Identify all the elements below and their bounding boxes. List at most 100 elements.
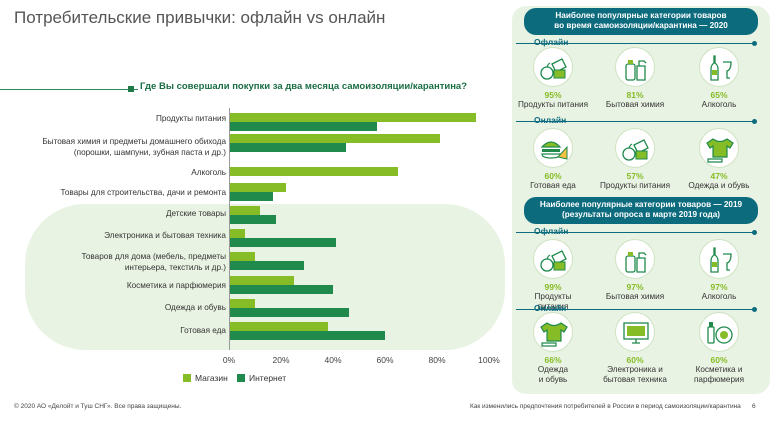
page-title: Потребительские привычки: офлайн vs онла… [14,8,386,27]
section-divider-dot [752,230,757,235]
legend-label-store: Магазин [195,373,228,383]
category-label: Бытовая химия и предметы домашнего обихо… [42,136,226,158]
bar-store [229,322,328,331]
panel-header-2020-line2: во время самоизоляции/карантина — 2020 [554,21,728,30]
category-label: Алкоголь [191,167,226,178]
category-percent: 95% [544,90,562,100]
bar-store [229,229,245,238]
bar-store [229,167,398,176]
category-percent: 60% [710,355,728,365]
wine-icon [699,47,739,87]
category-name: и обувь [538,375,568,384]
category-name: Косметика и [695,365,743,374]
category-percent: 99% [544,282,562,292]
category-percent: 60% [626,355,644,365]
bar-store [229,252,255,261]
panel-header-2019-line2: (результаты опроса в марте 2019 года) [562,210,720,219]
category-name: Бытовая химия [605,100,665,109]
section-divider-dot [752,307,757,312]
category-label: Детские товары [166,208,226,219]
category-name: Алкоголь [701,292,737,301]
legend-swatch-store [183,374,191,382]
section-divider [516,121,754,122]
category-name: Готовая еда [530,181,576,190]
category-label-line: Детские товары [165,208,226,218]
bar-online [229,143,346,152]
bar-online [229,238,336,247]
clothes-icon [533,312,573,352]
category-label-line: Одежда и обувь [164,302,226,312]
category-name: Продукты [534,292,572,301]
question-marker [128,86,134,92]
bar-online [229,285,333,294]
category-label-line: Товаров для дома (мебель, предметы [81,252,226,261]
bar-store [229,183,287,192]
bar-online [229,331,385,340]
category-label-line: Алкоголь [191,167,226,177]
category-label-line: Товары для строительства, дачи и ремонта [60,187,226,197]
groceries-icon [533,239,573,279]
category-percent: 81% [626,90,644,100]
category-name: Одежда [537,365,569,374]
section-label: Онлайн [534,303,567,313]
y-axis-line [229,108,230,350]
category-name: Продукты питания [517,100,588,109]
panel-header-2019-line1: Наиболее популярные категории товаров — … [539,200,743,209]
category-label: Косметика и парфюмерия [127,280,226,291]
footer-subtitle: Как изменились предпочтения потребителей… [470,403,741,410]
category-label-line: Электроника и бытовая техника [104,230,226,240]
category-name: Алкоголь [701,100,737,109]
chart-question: Где Вы совершали покупки за два месяца с… [140,81,468,92]
x-tick-label: 0% [222,355,236,365]
bar-online [229,192,274,201]
panel-header-2019: Наиболее популярные категории товаров — … [524,197,758,224]
bar-online [229,122,378,131]
x-tick-label: 60% [376,355,394,365]
cosmetics-icon [699,312,739,352]
category-name: Электроника и [607,365,663,374]
electronics-icon [615,312,655,352]
category-percent: 97% [710,282,728,292]
bar-store [229,113,476,122]
groceries-icon [533,47,573,87]
x-tick-label: 40% [324,355,342,365]
category-label: Готовая еда [180,325,226,336]
category-label-line: Готовая еда [180,325,226,335]
category-name: Одежда и обувь [688,181,750,190]
x-tick-label: 20% [272,355,290,365]
category-label-line: Продукты питания [155,113,226,123]
category-name: Бытовая химия [605,292,665,301]
panel-header-2020-line1: Наиболее популярные категории товаров [555,11,727,20]
category-label-line: интерьера, текстиль и др.) [124,263,226,272]
x-tick-label: 100% [478,355,500,365]
category-name: Продукты питания [599,181,670,190]
x-tick-label: 80% [428,355,446,365]
bar-store [229,299,255,308]
category-label: Одежда и обувь [165,302,226,313]
legend-label-online: Интернет [249,373,287,383]
section-divider [516,43,754,44]
category-name: питания [537,302,569,311]
bar-store [229,276,294,285]
wine-icon [699,239,739,279]
section-label: Офлайн [534,37,569,47]
ready-food-icon [533,128,573,168]
section-divider [516,309,754,310]
category-label: Продукты питания [156,113,226,124]
section-divider-dot [752,119,757,124]
category-percent: 57% [626,171,644,181]
bar-store [229,134,440,143]
category-label: Электроника и бытовая техника [104,230,226,241]
household-chemicals-icon [615,47,655,87]
category-percent: 47% [710,171,728,181]
category-label: Товаров для дома (мебель, предметы интерь… [82,251,226,273]
category-label-line: (порошки, шампуни, зубная паста и др.) [73,148,226,157]
popular-categories-panel: Наиболее популярные категории товаров во… [512,6,770,394]
panel-header-2020: Наиболее популярные категории товаров во… [524,8,758,35]
groceries-icon [615,128,655,168]
section-label: Онлайн [534,115,567,125]
category-name: бытовая техника [603,375,667,384]
bar-store [229,206,261,215]
bar-online [229,215,276,224]
household-chemicals-icon [615,239,655,279]
